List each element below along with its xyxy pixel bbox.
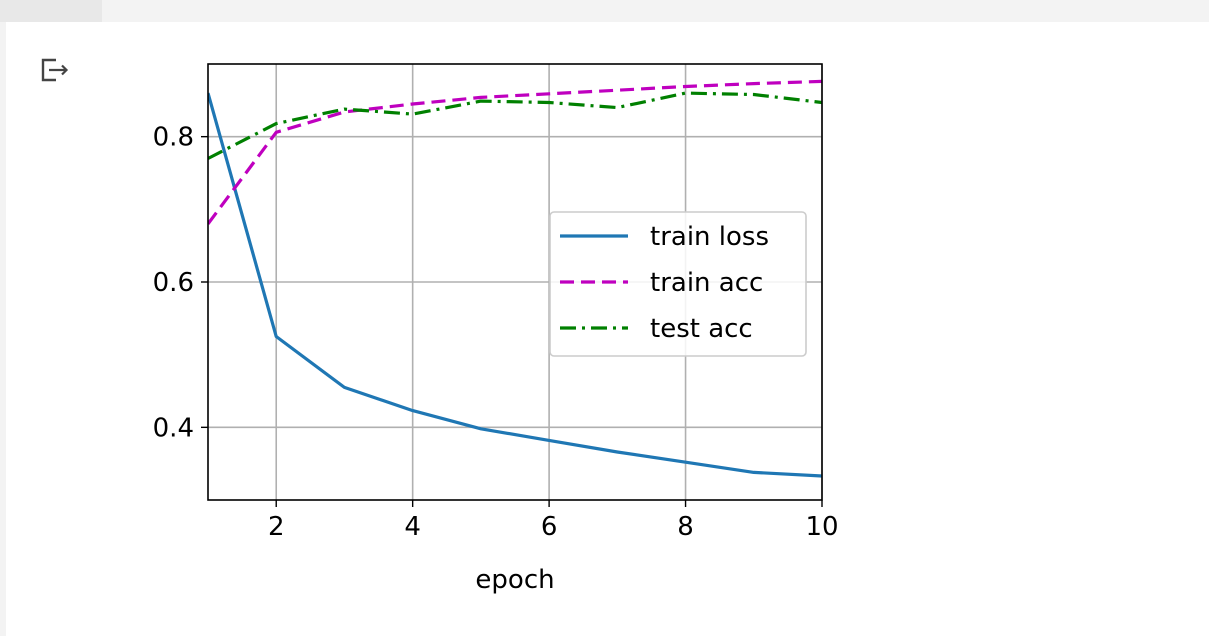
legend-box (549, 211, 807, 357)
tick-layer: 2 4 6 8 10 0.4 0.6 0.8 (153, 123, 839, 542)
cell-toolbar (0, 0, 1209, 22)
y-tick-label: 0.8 (153, 123, 194, 153)
cell-toolbar-tab[interactable] (0, 0, 102, 22)
x-tick-label: 8 (677, 512, 694, 542)
x-tick-label: 4 (404, 512, 421, 542)
legend-label: train acc (650, 268, 763, 298)
series-line-train-acc (208, 79, 822, 225)
x-tick-label: 10 (805, 512, 838, 542)
x-axis-label: epoch (475, 565, 554, 595)
series-line-train-loss (208, 92, 822, 478)
legend-label: train loss (650, 222, 769, 252)
legend: train loss train acc test acc (549, 211, 807, 357)
cell-gutter (0, 22, 6, 636)
series-line-test-acc (208, 91, 822, 160)
y-tick-label: 0.6 (153, 268, 194, 298)
training-chart: 2 4 6 8 10 0.4 0.6 0.8 epoch train loss train ac… (153, 63, 839, 595)
x-tick-label: 6 (541, 512, 558, 542)
legend-label: test acc (650, 314, 753, 344)
y-tick-label: 0.4 (153, 413, 194, 443)
output-redirect-icon[interactable] (38, 52, 74, 84)
series-layer (208, 79, 822, 478)
x-tick-label: 2 (268, 512, 285, 542)
